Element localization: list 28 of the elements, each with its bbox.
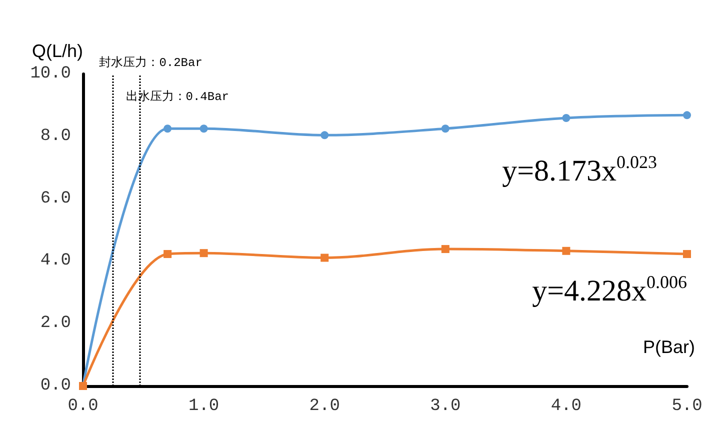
x-axis-title: P(Bar) bbox=[642, 337, 695, 357]
y-tick-label: 8.0 bbox=[40, 126, 71, 146]
point bbox=[683, 111, 691, 120]
point bbox=[164, 250, 172, 258]
x-tick-label: 5.0 bbox=[672, 397, 702, 416]
point bbox=[562, 246, 570, 255]
point bbox=[320, 131, 329, 140]
y-tick-label: 0.0 bbox=[40, 376, 71, 396]
x-tick-label: 1.0 bbox=[188, 397, 220, 416]
y-tick-label: 10.0 bbox=[30, 64, 71, 84]
x-tick-label: 2.0 bbox=[309, 397, 340, 416]
point bbox=[562, 114, 570, 122]
x-tick-label: 0.0 bbox=[68, 397, 98, 416]
ref-line-label: 封水压力：0.2Bar bbox=[99, 56, 202, 70]
y-tick-label: 2.0 bbox=[40, 314, 71, 334]
point bbox=[441, 245, 450, 254]
point bbox=[164, 124, 172, 133]
y-axis-title: Q(L/h) bbox=[32, 41, 83, 61]
point bbox=[683, 250, 691, 258]
y-tick-label: 4.0 bbox=[40, 252, 71, 271]
ref-line-label: 出水压力：0.4Bar bbox=[126, 90, 229, 104]
point bbox=[200, 124, 208, 133]
x-tick-label: 4.0 bbox=[550, 397, 582, 416]
y-tick-label: 6.0 bbox=[40, 189, 71, 208]
point bbox=[320, 254, 329, 262]
x-tick-label: 3.0 bbox=[430, 397, 461, 416]
point bbox=[200, 249, 208, 258]
point bbox=[441, 124, 450, 133]
